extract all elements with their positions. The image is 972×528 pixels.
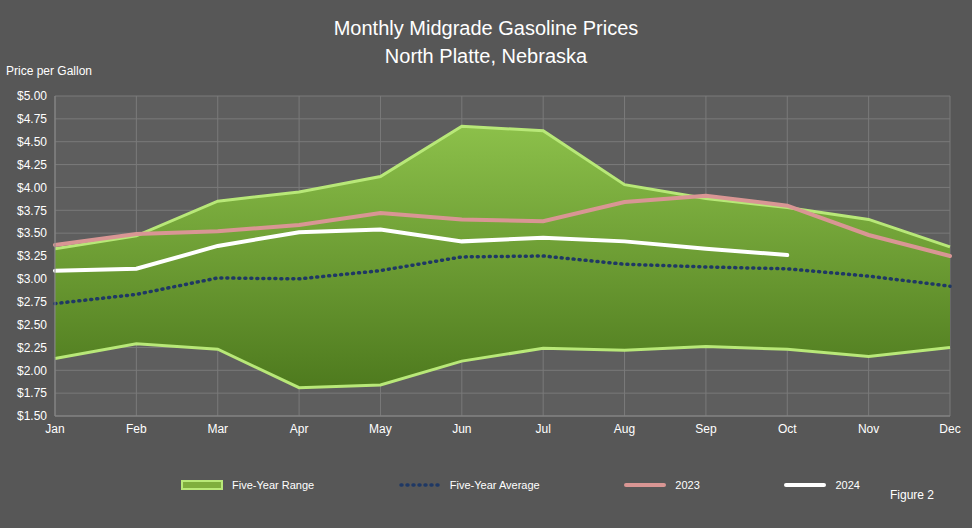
html-text:Five-Year Range: Five-Year Range [232, 479, 315, 491]
svg-text:$4.75: $4.75 [17, 112, 47, 126]
svg-text:$3.50: $3.50 [17, 226, 47, 240]
svg-text:Nov: Nov [858, 422, 879, 436]
svg-text:Feb: Feb [126, 422, 147, 436]
svg-text:$1.50: $1.50 [17, 409, 47, 423]
svg-text:$2.75: $2.75 [17, 295, 47, 309]
svg-text:Aug: Aug [614, 422, 635, 436]
svg-text:$3.75: $3.75 [17, 204, 47, 218]
html-text:2023: 2023 [675, 479, 700, 491]
svg-text:$2.25: $2.25 [17, 341, 47, 355]
svg-text:Apr: Apr [290, 422, 309, 436]
svg-text:$5.00: $5.00 [17, 89, 47, 103]
svg-text:Mar: Mar [207, 422, 228, 436]
svg-text:Dec: Dec [939, 422, 960, 436]
svg-text:$2.50: $2.50 [17, 318, 47, 332]
html-text:Monthly Midgrade Gasoline Pric: Monthly Midgrade Gasoline Prices [333, 17, 639, 39]
svg-text:$4.25: $4.25 [17, 158, 47, 172]
html-text:North Platte, Nebraska: North Platte, Nebraska [384, 45, 588, 67]
svg-text:Jan: Jan [45, 422, 64, 436]
html-text:2024: 2024 [835, 479, 860, 491]
svg-text:$4.00: $4.00 [17, 181, 47, 195]
svg-text:Sep: Sep [695, 422, 717, 436]
svg-text:Jun: Jun [452, 422, 471, 436]
svg-text:May: May [369, 422, 392, 436]
svg-text:$3.25: $3.25 [17, 249, 47, 263]
svg-text:Jul: Jul [536, 422, 551, 436]
html-text:Figure 2: Figure 2 [890, 488, 934, 502]
svg-text:$2.00: $2.00 [17, 364, 47, 378]
svg-text:$1.75: $1.75 [17, 386, 47, 400]
svg-text:$4.50: $4.50 [17, 135, 47, 149]
svg-text:$3.00: $3.00 [17, 272, 47, 286]
html-text:Five-Year Average: Five-Year Average [449, 479, 540, 491]
html-text:Price per Gallon: Price per Gallon [6, 64, 92, 78]
svg-text:Oct: Oct [778, 422, 797, 436]
